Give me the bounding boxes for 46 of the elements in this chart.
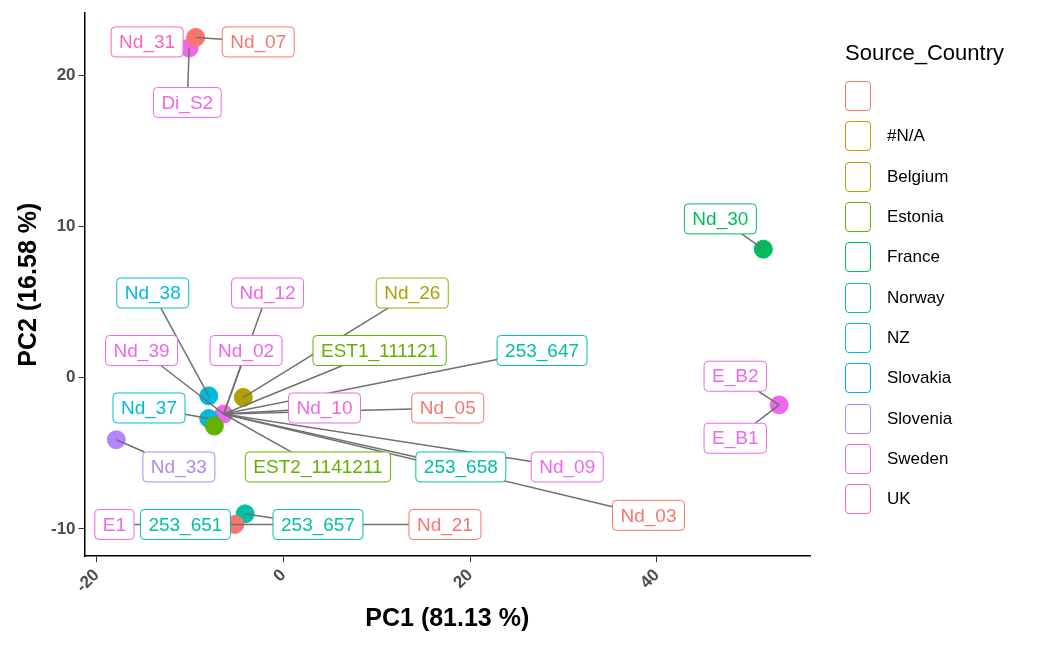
annotation: Nd_09 xyxy=(539,456,596,479)
annotation: Nd_37 xyxy=(120,397,177,420)
legend-label: Slovakia xyxy=(887,368,952,389)
annotation: Nd_07 xyxy=(230,31,287,54)
annotation: Nd_02 xyxy=(218,339,275,362)
legend-label: Estonia xyxy=(887,207,944,228)
legend-label: #N/A xyxy=(887,126,925,147)
annotation: E1 xyxy=(102,513,127,535)
legend-label: Belgium xyxy=(887,166,949,187)
legend-label: Slovenia xyxy=(887,408,953,429)
legend-label: UK xyxy=(887,489,911,510)
x-tick-label: 0 xyxy=(269,565,290,586)
annotation: Nd_26 xyxy=(384,282,441,305)
annotation: Nd_05 xyxy=(419,397,476,420)
annotation: Nd_31 xyxy=(119,31,176,54)
annotation: 253_657 xyxy=(280,513,355,536)
x-tick-label: -20 xyxy=(72,565,103,596)
x-tick-label: 20 xyxy=(449,565,477,592)
annotation: 253_651 xyxy=(148,513,223,536)
legend-label: France xyxy=(887,247,940,268)
x-axis-title: PC1 (81.13 %) xyxy=(365,602,530,631)
annotation: Nd_12 xyxy=(239,282,296,305)
legend-label: Norway xyxy=(887,287,945,308)
annotation: Nd_39 xyxy=(113,339,170,362)
annotation: EST2_1141211 xyxy=(253,456,383,479)
annotation: Nd_10 xyxy=(296,397,353,420)
legend-label: Sweden xyxy=(887,448,949,469)
annotation: E_B2 xyxy=(712,365,759,388)
annotation: Nd_21 xyxy=(416,513,473,536)
annotation: Nd_30 xyxy=(692,208,749,231)
y-tick-label: 10 xyxy=(56,216,76,236)
x-tick-label: 40 xyxy=(636,565,664,592)
annotation: Nd_03 xyxy=(620,504,677,527)
y-axis-title: PC2 (16.58 %) xyxy=(12,202,41,367)
legend-title: Source_Country xyxy=(845,40,1004,66)
annotation: 253_647 xyxy=(505,339,580,362)
annotation: 253_658 xyxy=(423,456,498,479)
y-tick-label: 0 xyxy=(66,367,76,387)
annotation: EST1_111121 xyxy=(320,339,439,362)
y-tick-label: 20 xyxy=(56,64,76,84)
y-tick-label: -10 xyxy=(50,518,76,538)
annotation: Nd_38 xyxy=(124,282,181,305)
annotation: Di_S2 xyxy=(161,91,214,114)
annotation: Nd_33 xyxy=(150,456,207,479)
annotation: E_B1 xyxy=(712,427,759,450)
legend-label: NZ xyxy=(887,327,910,348)
